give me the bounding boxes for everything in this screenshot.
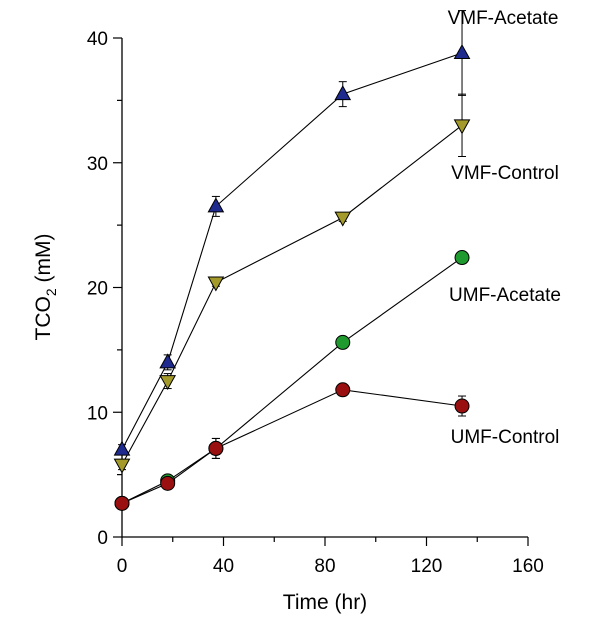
data-point-umf-control <box>160 475 176 491</box>
data-point-vmf-control <box>334 211 352 227</box>
data-point-umf-control <box>335 382 351 398</box>
y-tick-label: 20 <box>87 279 108 300</box>
series-labels: VMF-Acetate VMF-Control UMF-Acetate UMF-… <box>448 8 561 448</box>
x-tick-label: 120 <box>411 556 443 577</box>
data-point-vmf-control <box>453 119 471 135</box>
y-axis-label: TCO2 (mM) <box>32 234 59 341</box>
x-tick-label: 0 <box>117 556 128 577</box>
y-axis-label-subscript: 2 <box>43 288 59 296</box>
error-bars <box>118 10 467 507</box>
data-point-umf-acetate <box>454 250 470 266</box>
data-point-umf-control <box>208 440 224 456</box>
x-tick-label: 80 <box>314 556 335 577</box>
series-line-vmf-acetate <box>121 52 463 450</box>
data-point-umf-control <box>454 398 470 414</box>
data-point-vmf-acetate <box>113 440 131 456</box>
data-point-vmf-acetate <box>334 85 352 101</box>
series-label-umf-control: UMF-Control <box>451 427 560 448</box>
data-point-vmf-acetate <box>159 353 177 369</box>
data-point-vmf-control <box>113 458 131 474</box>
y-axis-label-rest: (mM) <box>32 234 55 289</box>
data-point-vmf-control <box>207 276 225 292</box>
x-axis-label: Time (hr) <box>283 591 367 614</box>
data-point-vmf-acetate <box>453 43 471 59</box>
series-lines <box>121 52 463 504</box>
y-axis-label-main: TCO <box>32 296 55 340</box>
series-label-vmf-acetate: VMF-Acetate <box>448 8 559 29</box>
y-tick-label: 0 <box>97 528 108 549</box>
data-point-umf-acetate <box>335 334 351 350</box>
ticks: 0 10 20 30 40 0 40 80 120 160 <box>87 29 544 577</box>
data-point-vmf-acetate <box>207 197 225 213</box>
x-tick-label: 40 <box>213 556 234 577</box>
data-point-vmf-control <box>159 375 177 391</box>
series-markers <box>113 43 471 511</box>
series-label-vmf-control: VMF-Control <box>451 163 559 184</box>
y-tick-label: 10 <box>87 403 108 424</box>
y-tick-label: 40 <box>87 29 108 50</box>
series-label-umf-acetate: UMF-Acetate <box>449 285 561 306</box>
data-point-umf-control <box>114 495 130 511</box>
x-tick-label: 160 <box>512 556 544 577</box>
y-tick-label: 30 <box>87 154 108 175</box>
